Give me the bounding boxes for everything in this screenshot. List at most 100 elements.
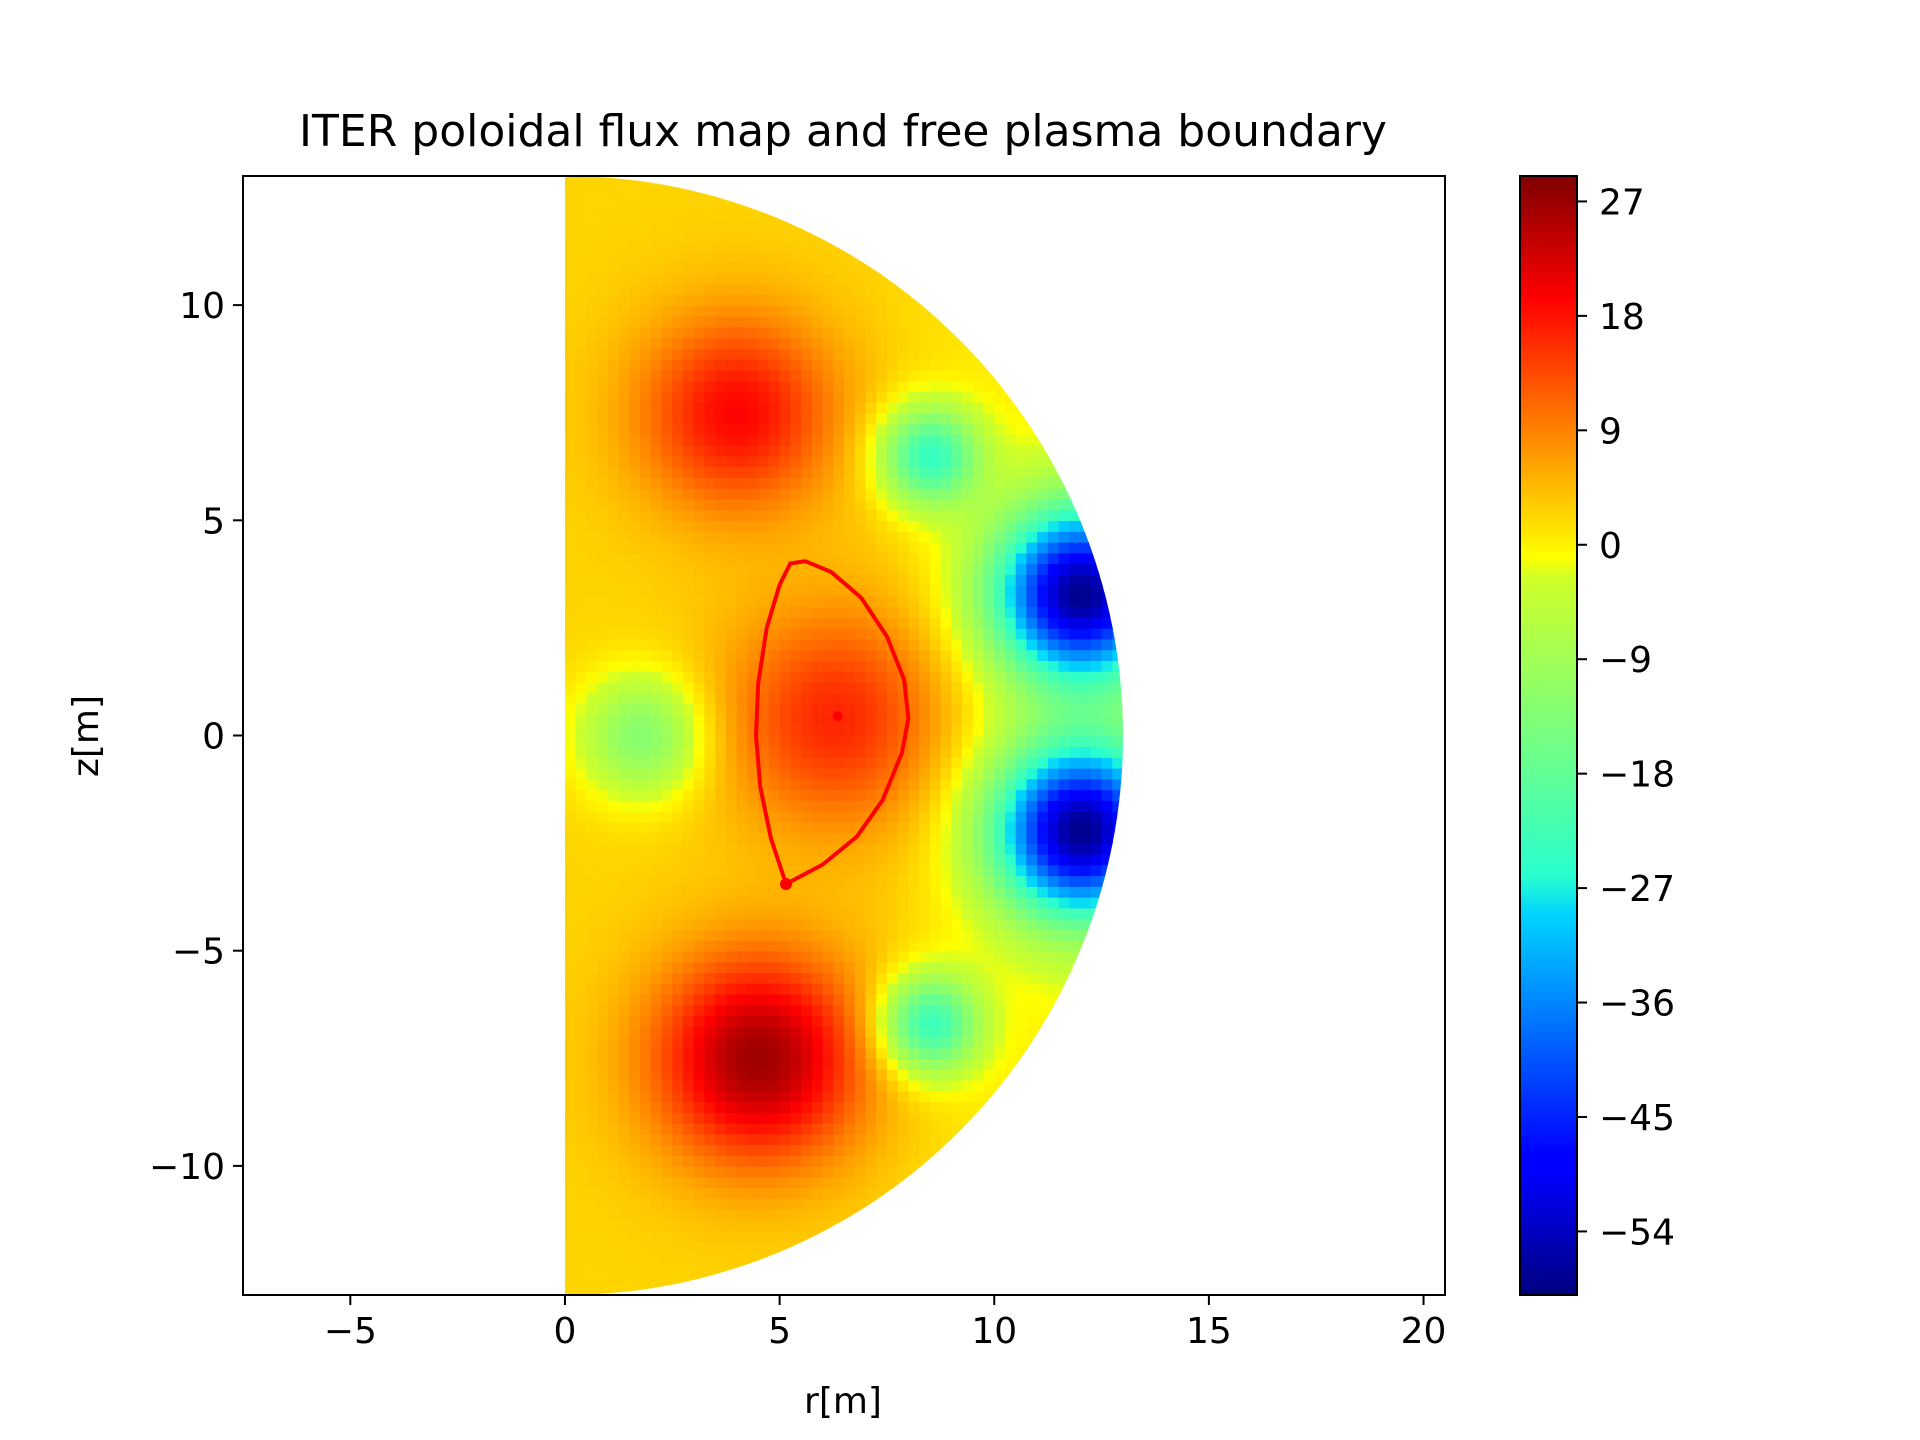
heatmap-cell <box>962 574 974 586</box>
heatmap-cell <box>983 918 996 930</box>
heatmap-cell <box>693 735 706 748</box>
heatmap-cell <box>704 1026 717 1038</box>
heatmap-cell <box>865 1122 877 1135</box>
heatmap-cell <box>564 713 577 726</box>
heatmap-cell <box>725 713 738 726</box>
heatmap-cell <box>886 778 899 791</box>
heatmap-cell <box>1026 789 1038 801</box>
heatmap-cell <box>865 767 877 780</box>
heatmap-cell <box>672 488 684 500</box>
heatmap-cell <box>575 810 588 823</box>
heatmap-cell <box>693 681 706 694</box>
heatmap-cell <box>683 412 695 425</box>
heatmap-cell <box>790 401 802 414</box>
heatmap-cell <box>586 541 598 554</box>
heatmap-cell <box>876 455 888 468</box>
heatmap-cell <box>768 326 781 339</box>
heatmap-cell <box>650 1004 663 1017</box>
heatmap-cell <box>693 724 706 737</box>
heatmap-cell <box>940 380 953 392</box>
heatmap-cell <box>908 1047 920 1060</box>
heatmap-cell <box>661 843 674 855</box>
heatmap-cell <box>994 401 1006 414</box>
heatmap-cell <box>618 401 631 414</box>
heatmap-cell <box>758 670 770 683</box>
heatmap-cell <box>704 649 717 661</box>
heatmap-cell <box>940 477 953 489</box>
heatmap-cell <box>972 670 985 683</box>
heatmap-cell <box>1015 757 1028 769</box>
heatmap-cell <box>683 660 695 672</box>
heatmap-cell <box>1015 488 1028 500</box>
heatmap-cell <box>640 853 652 866</box>
heatmap-cell <box>607 746 620 758</box>
heatmap-cell <box>725 541 738 554</box>
heatmap-cell <box>1015 541 1028 554</box>
heatmap-cell <box>586 907 598 920</box>
heatmap-cell <box>747 660 759 672</box>
heatmap-cell <box>1101 563 1114 575</box>
heatmap-cell <box>640 574 652 586</box>
heatmap-cell <box>768 1230 781 1243</box>
heatmap-cell <box>640 401 652 414</box>
heatmap-cell <box>564 1101 577 1113</box>
heatmap-cell <box>886 993 899 1006</box>
heatmap-cell <box>715 219 727 231</box>
heatmap-cell <box>1015 563 1028 575</box>
heatmap-cell <box>854 993 867 1006</box>
heatmap-cell <box>854 477 867 489</box>
heatmap-cell <box>629 972 641 984</box>
heatmap-cell <box>822 412 835 425</box>
heatmap-cell <box>919 455 931 468</box>
heatmap-cell <box>672 810 684 823</box>
heatmap-cell <box>629 240 641 253</box>
heatmap-cell <box>736 1015 749 1027</box>
heatmap-cell <box>725 584 738 597</box>
heatmap-cell <box>683 778 695 791</box>
heatmap-cell <box>972 735 985 748</box>
heatmap-cell <box>629 1144 641 1156</box>
heatmap-cell <box>575 1015 588 1027</box>
heatmap-cell <box>575 240 588 253</box>
heatmap-cell <box>919 982 931 995</box>
heatmap-cell <box>811 950 824 963</box>
heatmap-cell <box>1058 961 1071 974</box>
heatmap-cell <box>672 1069 684 1081</box>
heatmap-cell <box>672 918 684 930</box>
heatmap-cell <box>801 434 813 446</box>
heatmap-cell <box>822 1176 835 1189</box>
heatmap-cell <box>854 670 867 683</box>
heatmap-cell <box>1101 584 1114 597</box>
heatmap-cell <box>672 972 684 984</box>
heatmap-cell <box>833 337 845 349</box>
heatmap-cell <box>650 477 663 489</box>
heatmap-cell <box>951 735 963 748</box>
heatmap-cell <box>1037 832 1049 844</box>
heatmap-cell <box>661 1198 674 1210</box>
heatmap-cell <box>1026 843 1038 855</box>
heatmap-cell <box>704 1251 717 1264</box>
heatmap-cell <box>725 1176 738 1189</box>
heatmap-cell <box>790 1026 802 1038</box>
heatmap-cell <box>640 832 652 844</box>
heatmap-cell <box>586 380 598 392</box>
heatmap-cell <box>1069 972 1081 984</box>
heatmap-cell <box>683 670 695 683</box>
heatmap-cell <box>876 789 888 801</box>
heatmap-cell <box>607 1047 620 1060</box>
heatmap-cell <box>564 778 577 791</box>
heatmap-cell <box>736 853 749 866</box>
heatmap-cell <box>758 724 770 737</box>
heatmap-cell <box>618 197 631 210</box>
heatmap-cell <box>940 1004 953 1017</box>
heatmap-cell <box>618 434 631 446</box>
heatmap-cell <box>994 466 1006 479</box>
heatmap-cell <box>790 724 802 737</box>
heatmap-cell <box>822 229 835 242</box>
heatmap-cell <box>1004 993 1017 1006</box>
heatmap-cell <box>768 875 781 887</box>
heatmap-cell <box>822 1165 835 1178</box>
heatmap-cell <box>597 369 609 382</box>
heatmap-cell <box>661 1036 674 1049</box>
heatmap-cell <box>618 466 631 479</box>
